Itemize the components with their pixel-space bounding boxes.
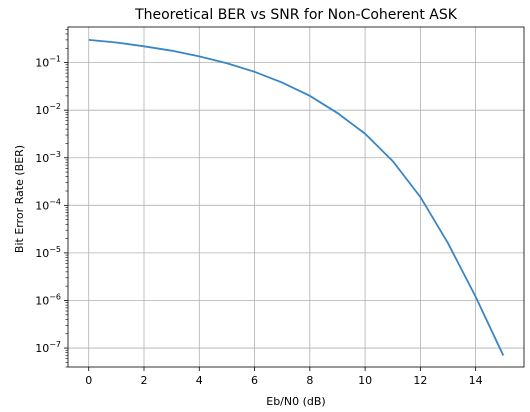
y-tick-label: 10−2: [35, 102, 61, 117]
x-tick-label: 0: [85, 374, 92, 387]
y-axis-ticks: 10−1 10−2 10−3 10−4 10−5 10−6 10−7: [35, 29, 68, 368]
y-tick-label: 10−4: [35, 197, 61, 212]
ber-curve: [88, 39, 505, 356]
chart-title: Theoretical BER vs SNR for Non-Coherent …: [134, 7, 458, 23]
y-tick-label: 10−6: [35, 292, 61, 307]
x-tick-label: 8: [306, 374, 313, 387]
y-tick-label: 10−5: [35, 245, 61, 260]
x-tick-label: 10: [358, 374, 372, 387]
y-tick-label: 10−7: [35, 340, 61, 355]
x-tick-label: 2: [141, 374, 148, 387]
x-tick-label: 6: [251, 374, 258, 387]
x-tick-label: 14: [469, 374, 483, 387]
y-tick-label: 10−1: [35, 55, 61, 70]
grid-lines: [68, 27, 524, 367]
x-axis-ticks: 0 2 4 6 8 10 12 14: [85, 367, 483, 387]
y-axis-label: Bit Error Rate (BER): [13, 145, 26, 253]
x-tick-label: 4: [196, 374, 203, 387]
x-tick-label: 12: [413, 374, 427, 387]
plot-frame: [67, 26, 525, 368]
x-axis-label: Eb/N0 (dB): [266, 395, 325, 408]
y-tick-label: 10−3: [35, 150, 61, 165]
